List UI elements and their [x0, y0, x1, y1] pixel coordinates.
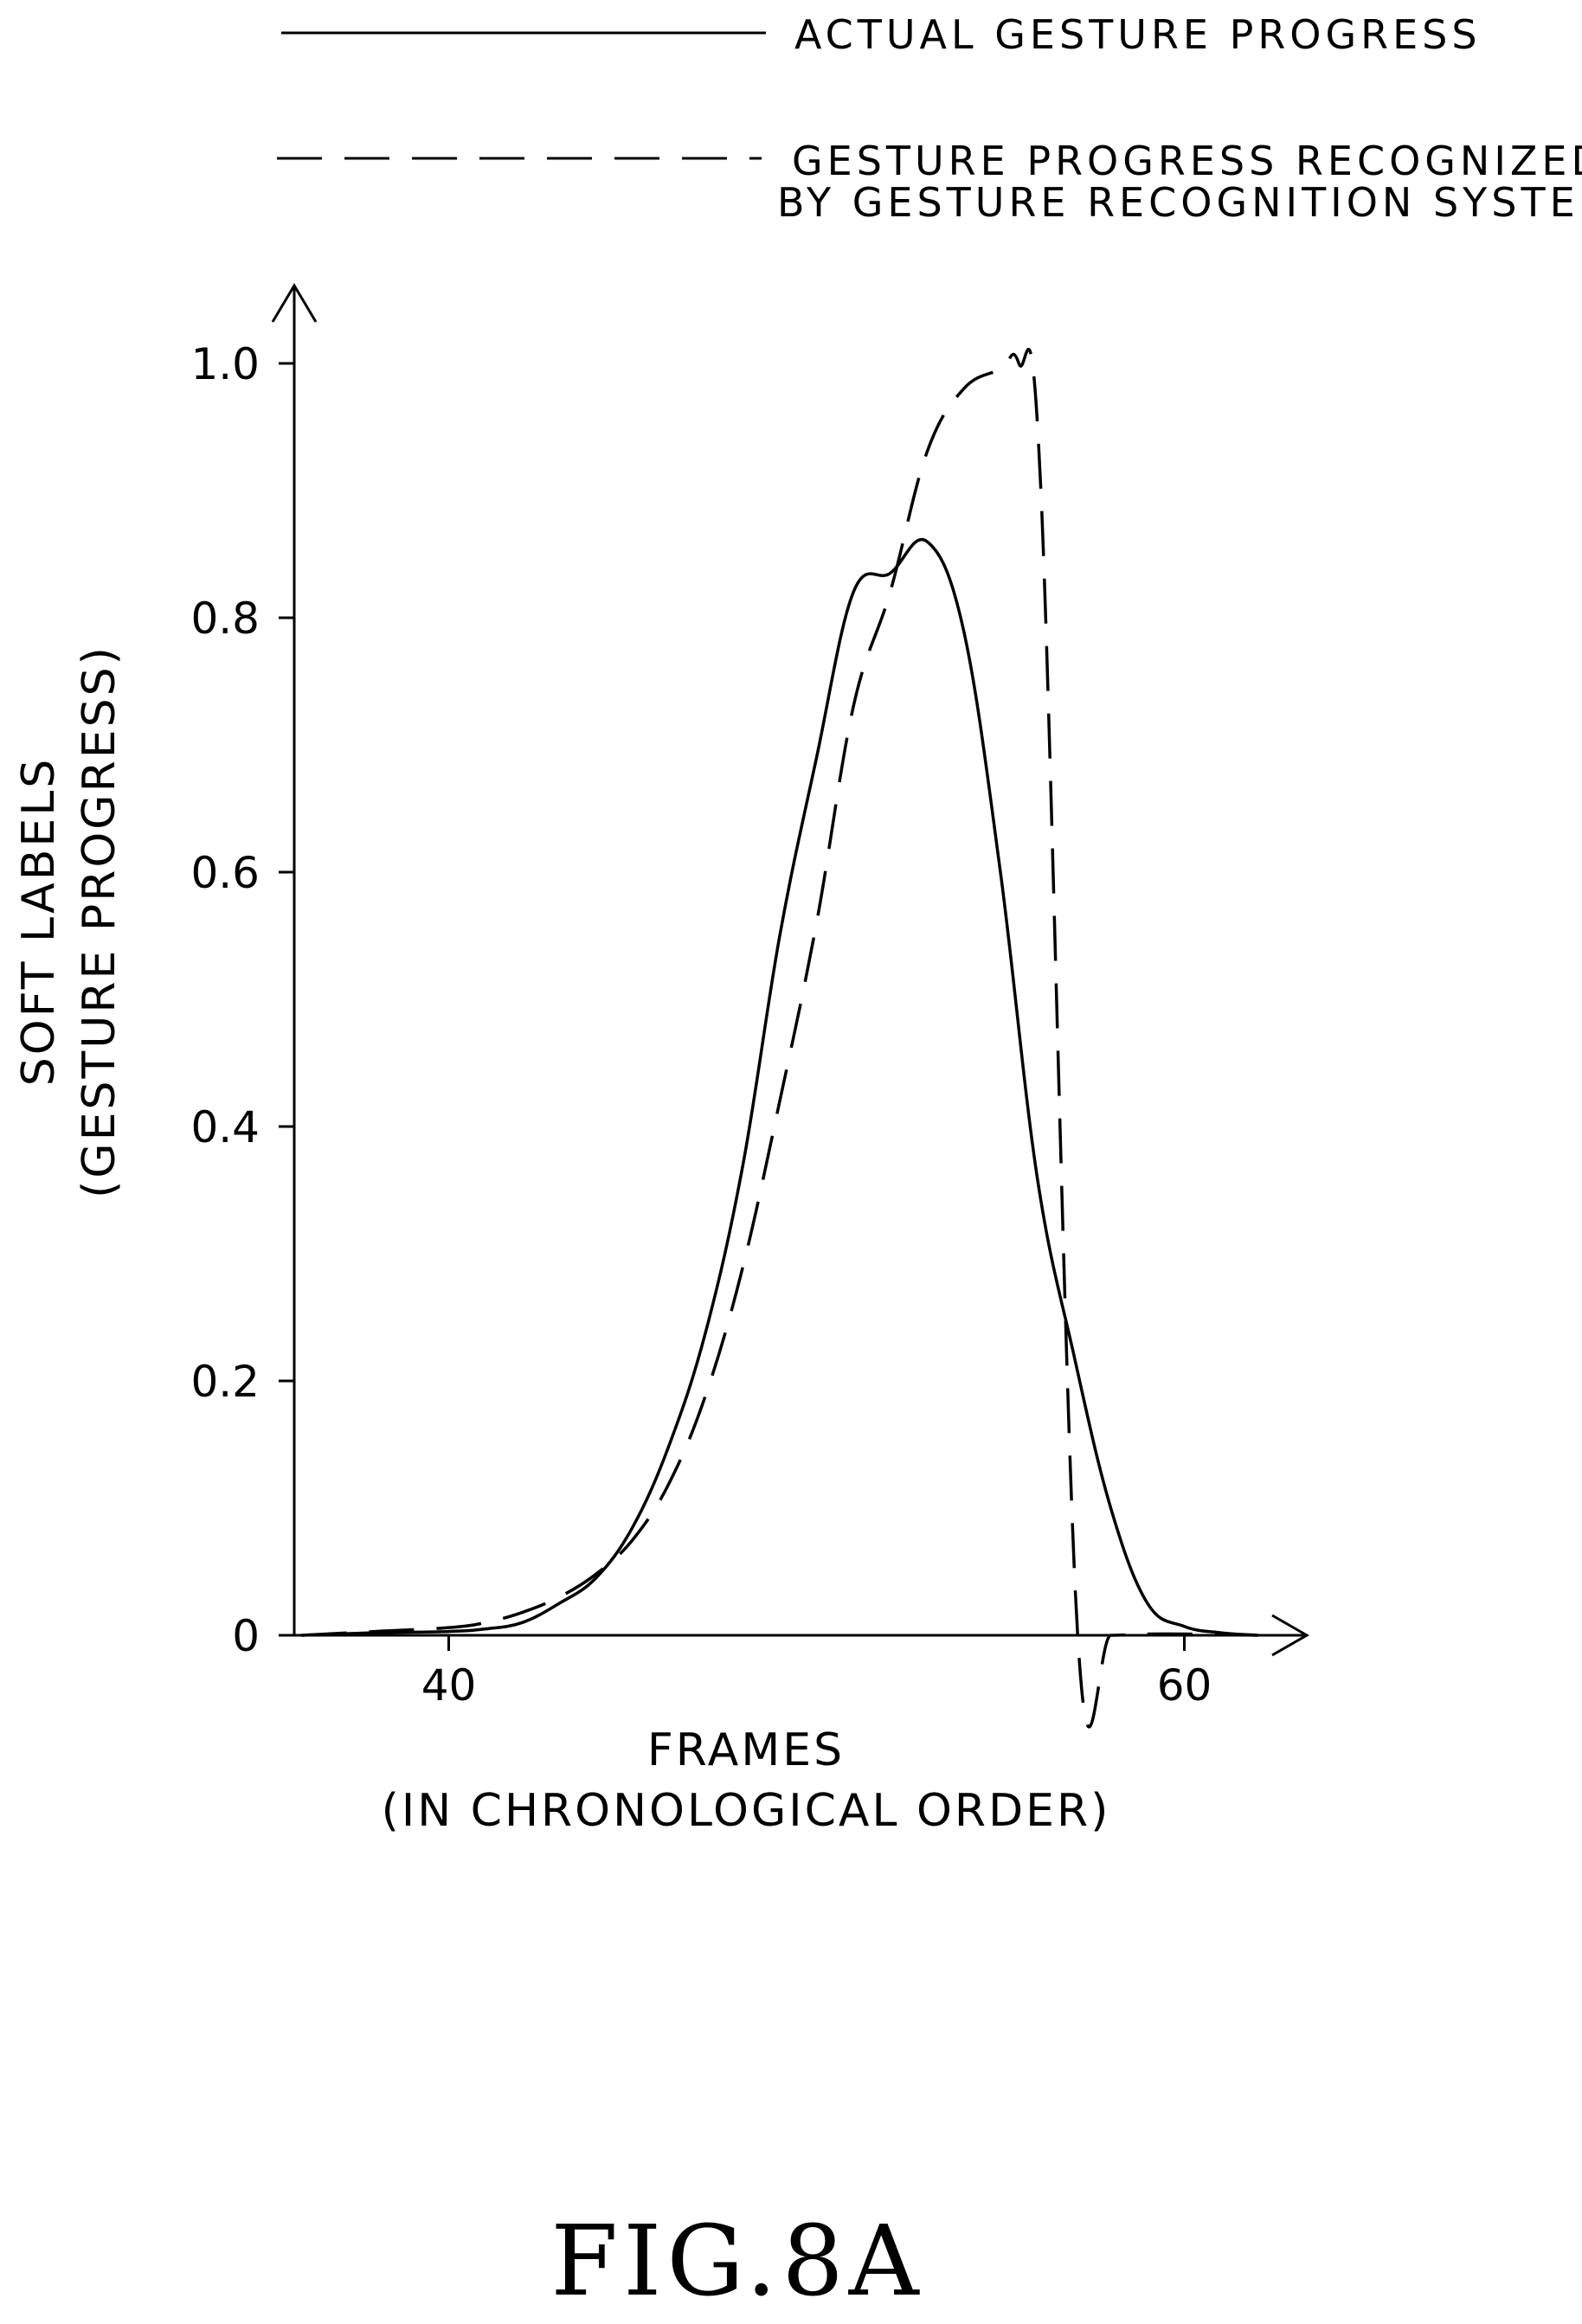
y-tick-label: 0.6 [190, 848, 260, 898]
x-axis-arrow-icon [1271, 1614, 1310, 1657]
y-axis-label-line1: SOFT LABELS [13, 757, 65, 1086]
y-axis-label: SOFT LABELS (GESTURE PROGRESS) [13, 645, 125, 1198]
legend-label-recognized-line1: GESTURE PROGRESS RECOGNIZED [792, 138, 1582, 184]
axes [271, 283, 1310, 1657]
legend-label-actual: ACTUAL GESTURE PROGRESS [794, 11, 1482, 58]
y-tick-label: 0 [232, 1611, 260, 1661]
y-tick-label: 0.4 [190, 1102, 260, 1152]
y-axis-label-line2: (GESTURE PROGRESS) [74, 645, 125, 1198]
series-line-actual [301, 537, 1258, 1637]
x-axis-label-line1: FRAMES [647, 1724, 845, 1776]
x-axis-label: FRAMES (IN CHRONOLOGICAL ORDER) [382, 1724, 1111, 1837]
ticks: 0 0.2 0.4 0.6 0.8 1.0 40 60 [190, 339, 1212, 1711]
legend: ACTUAL GESTURE PROGRESS GESTURE PROGRESS… [277, 11, 1582, 226]
y-tick-label: 1.0 [190, 339, 260, 389]
series-line-recognized [301, 348, 1258, 1729]
figure-caption: FIG.8A [550, 2205, 923, 2318]
x-tick-label: 60 [1157, 1660, 1212, 1711]
series-layer [301, 348, 1258, 1729]
x-axis-label-line2: (IN CHRONOLOGICAL ORDER) [382, 1785, 1111, 1837]
x-tick-label: 40 [421, 1660, 477, 1711]
y-tick-label: 0.8 [190, 594, 260, 644]
y-axis-arrow-icon [271, 283, 318, 323]
legend-label-recognized-line2: BY GESTURE RECOGNITION SYSTEM [777, 179, 1582, 226]
y-tick-label: 0.2 [190, 1357, 260, 1407]
